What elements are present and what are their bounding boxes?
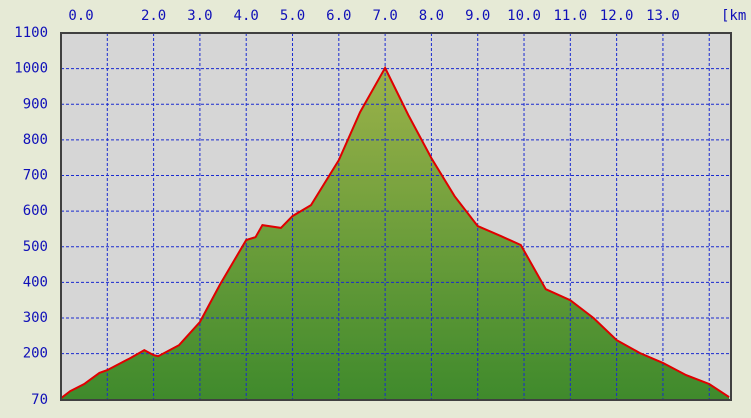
- x-tick-label: 8.0: [419, 8, 444, 24]
- x-tick-label: 10.0: [507, 8, 541, 24]
- x-tick-label: 5.0: [280, 8, 305, 24]
- y-tick-label: 500: [23, 239, 48, 255]
- x-tick-label: 0.0: [68, 8, 93, 24]
- y-tick-label: 200: [23, 346, 48, 362]
- y-tick-label: 800: [23, 132, 48, 148]
- y-tick-label: 300: [23, 310, 48, 326]
- y-tick-label: 900: [23, 96, 48, 112]
- plot-border: [60, 32, 732, 401]
- y-tick-label: 1000: [14, 61, 48, 77]
- x-tick-label: 4.0: [234, 8, 259, 24]
- x-tick-label: 3.0: [187, 8, 212, 24]
- y-tick-label: 400: [23, 274, 48, 290]
- y-tick-label: 70: [31, 392, 48, 408]
- x-tick-label: 9.0: [465, 8, 490, 24]
- x-tick-label: 12.0: [600, 8, 634, 24]
- x-tick-label: 6.0: [326, 8, 351, 24]
- elevation-line: [60, 65, 730, 399]
- y-tick-label: 600: [23, 203, 48, 219]
- x-tick-label: 2.0: [141, 8, 166, 24]
- y-tick-label: 700: [23, 168, 48, 184]
- y-tick-label: 1100: [14, 25, 48, 41]
- elevation-area: [61, 67, 730, 401]
- x-tick-label: 13.0: [646, 8, 680, 24]
- x-axis-label: [km: [721, 8, 746, 24]
- x-tick-label: 7.0: [372, 8, 397, 24]
- x-tick-label: 11.0: [553, 8, 587, 24]
